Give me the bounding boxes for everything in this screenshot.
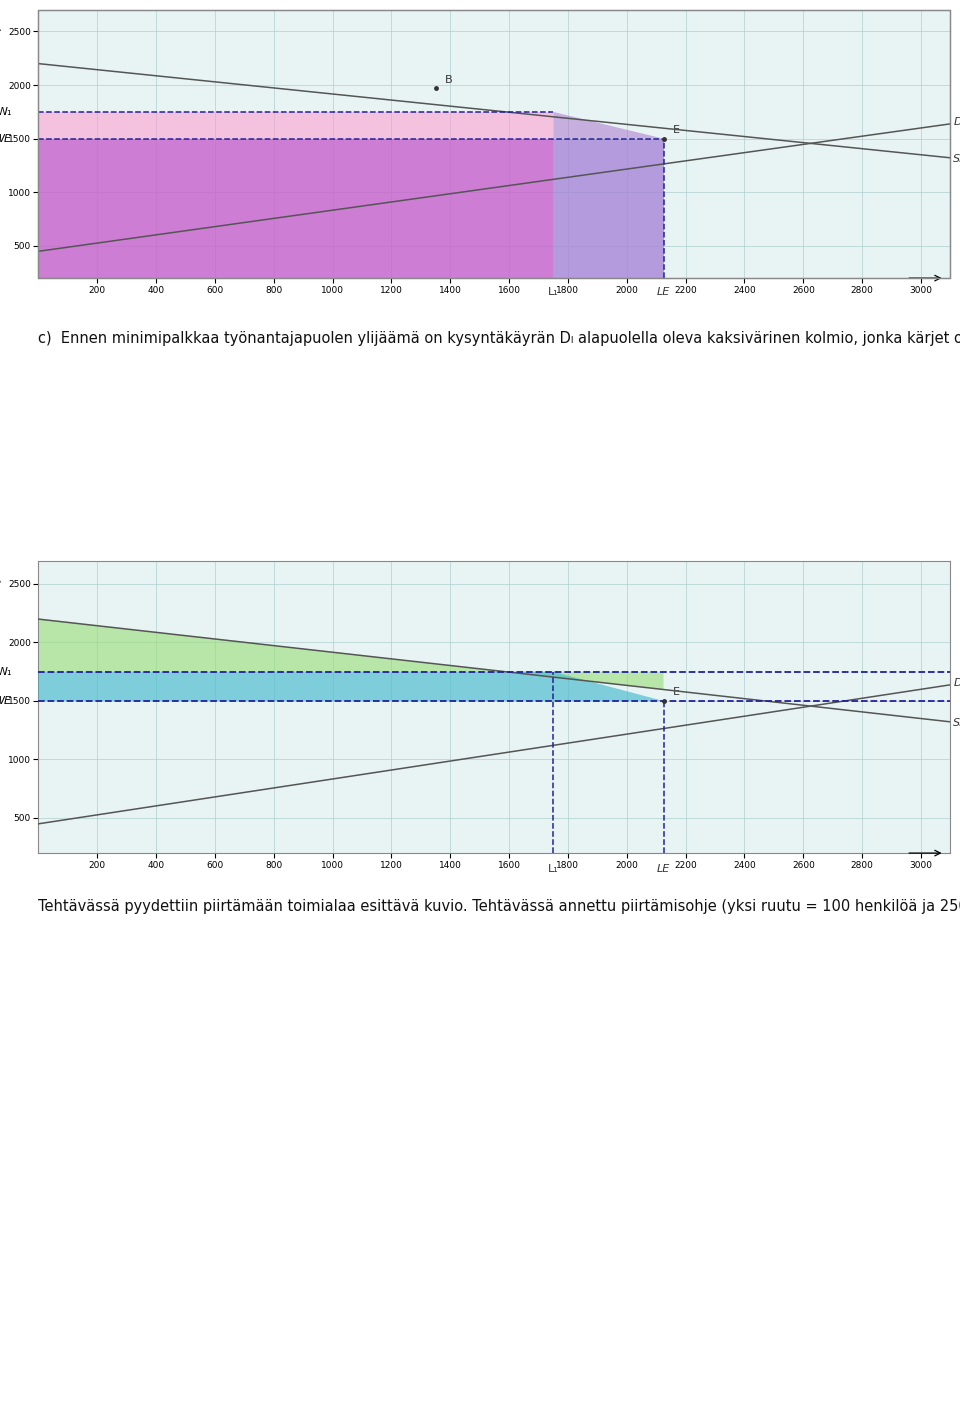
Text: L₁: L₁ — [548, 864, 559, 874]
Text: WE: WE — [0, 695, 12, 705]
Polygon shape — [38, 139, 663, 278]
Polygon shape — [38, 620, 663, 690]
Text: DL: DL — [953, 117, 960, 127]
Text: L₁: L₁ — [548, 287, 559, 297]
Polygon shape — [38, 671, 663, 701]
Text: SL: SL — [953, 154, 960, 164]
Polygon shape — [38, 111, 553, 139]
Text: LE: LE — [657, 287, 670, 297]
Text: W₁: W₁ — [0, 107, 12, 117]
Text: LE: LE — [657, 864, 670, 874]
Polygon shape — [38, 139, 553, 278]
Text: E: E — [672, 126, 680, 136]
Text: c)  Ennen minimipalkkaa työnantajapuolen ylijäämä on kysyntäkäyrän Dₗ alapuolell: c) Ennen minimipalkkaa työnantajapuolen … — [38, 331, 960, 346]
Text: WE: WE — [0, 134, 12, 144]
Text: DL: DL — [953, 678, 960, 688]
Polygon shape — [553, 139, 663, 278]
Text: SL: SL — [953, 718, 960, 728]
Text: E: E — [672, 687, 680, 697]
Polygon shape — [553, 111, 663, 139]
Text: B: B — [444, 74, 452, 84]
Text: W₁: W₁ — [0, 667, 12, 677]
Text: Tehtävässä pyydettiin piirtämään toimialaa esittävä kuvio. Tehtävässä annettu pi: Tehtävässä pyydettiin piirtämään toimial… — [38, 898, 960, 914]
